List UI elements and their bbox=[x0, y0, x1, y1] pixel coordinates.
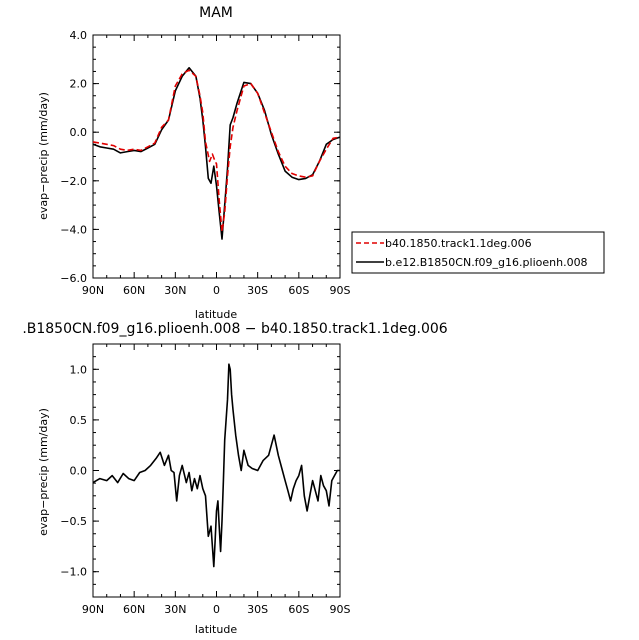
bottom-plot-frame bbox=[92, 343, 341, 598]
legend: b40.1850.track1.1deg.006 b.e12.B1850CN.f… bbox=[351, 231, 605, 274]
y-tick-label: 4.0 bbox=[70, 29, 88, 42]
x-tick-label: 60S bbox=[288, 603, 309, 616]
y-tick-label: −2.0 bbox=[60, 175, 87, 188]
top-y-axis-label: evap−precip (mm/day) bbox=[37, 92, 50, 220]
x-tick-label: 30S bbox=[247, 603, 268, 616]
y-tick-label: 0.0 bbox=[70, 465, 88, 478]
top-plot-frame bbox=[92, 34, 341, 279]
legend-label-1: b.e12.B1850CN.f09_g16.plioenh.008 bbox=[385, 256, 588, 269]
x-tick-label: 90S bbox=[330, 284, 351, 297]
top-x-axis-label: latitude bbox=[195, 308, 237, 321]
x-tick-label: 30N bbox=[164, 284, 186, 297]
bottom-series-lines bbox=[92, 363, 340, 568]
bottom-y-axis-label: evap−precip (mm/day) bbox=[37, 408, 50, 536]
y-tick-label: 2.0 bbox=[70, 78, 88, 91]
x-tick-label: 0 bbox=[213, 284, 220, 297]
bottom-chart-title: .B1850CN.f09_g16.plioenh.008 − b40.1850.… bbox=[22, 321, 447, 337]
x-tick-label: 30S bbox=[247, 284, 268, 297]
x-tick-label: 30N bbox=[164, 603, 186, 616]
x-tick-label: 60S bbox=[288, 284, 309, 297]
bottom-panel: .B1850CN.f09_g16.plioenh.008 − b40.1850.… bbox=[22, 321, 447, 636]
top-axis-ticks: 90N 60N 30N 0 30S 60S 90S 4.0 2.0 0.0 −2.0 −4.0 −6.0 bbox=[60, 29, 350, 297]
x-tick-label: 90S bbox=[330, 603, 351, 616]
y-tick-label: −4.0 bbox=[60, 223, 87, 236]
series-line-0 bbox=[92, 363, 340, 568]
x-tick-label: 0 bbox=[213, 603, 220, 616]
bottom-x-axis-label: latitude bbox=[195, 623, 237, 636]
top-panel: MAM 90N 60N 30N 0 30S 60S 90S 4.0 2.0 0.0 −2.0 −4.0… bbox=[37, 5, 351, 321]
y-tick-label: 0.0 bbox=[70, 126, 88, 139]
bottom-axis-ticks: 90N 60N 30N 0 30S 60S 90S 1.0 0.5 0.0 −0.5 −1.0 bbox=[60, 343, 351, 616]
legend-box bbox=[351, 231, 605, 274]
legend-label-0: b40.1850.track1.1deg.006 bbox=[385, 237, 532, 250]
top-series-lines bbox=[92, 67, 341, 240]
x-tick-label: 60N bbox=[123, 284, 145, 297]
y-tick-label: −6.0 bbox=[60, 272, 87, 285]
y-tick-label: 0.5 bbox=[70, 414, 88, 427]
x-tick-label: 90N bbox=[82, 284, 104, 297]
x-tick-label: 60N bbox=[123, 603, 145, 616]
series-line-0 bbox=[92, 69, 341, 233]
y-tick-label: 1.0 bbox=[70, 363, 88, 376]
top-chart-title: MAM bbox=[199, 5, 233, 21]
y-tick-label: −1.0 bbox=[60, 566, 87, 579]
x-tick-label: 90N bbox=[82, 603, 104, 616]
y-tick-label: −0.5 bbox=[60, 515, 87, 528]
series-line-1 bbox=[92, 67, 341, 240]
